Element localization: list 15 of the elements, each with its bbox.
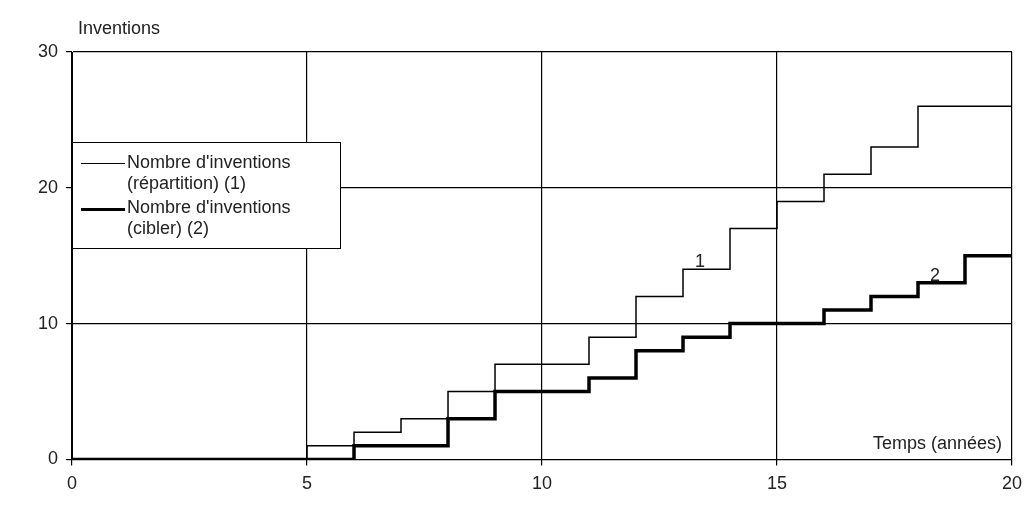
x-axis-title: Temps (années) xyxy=(872,433,1002,454)
annotation: 1 xyxy=(695,251,706,272)
x-tick-label: 0 xyxy=(67,473,78,494)
y-axis-title: Inventions xyxy=(78,18,161,39)
annotation: 2 xyxy=(930,264,941,285)
x-tick-label: 10 xyxy=(532,473,553,494)
x-tick-label: 5 xyxy=(302,473,313,494)
legend-label: Nombre d'inventions (répartition) (1) xyxy=(127,152,292,194)
y-tick-label: 20 xyxy=(37,176,59,197)
legend-label: Nombre d'inventions (cibler) (2) xyxy=(127,197,292,239)
y-tick-label: 10 xyxy=(37,312,59,333)
x-tick-label: 15 xyxy=(766,473,788,494)
y-tick-label: 0 xyxy=(48,448,59,469)
x-tick-label: 20 xyxy=(1001,473,1023,494)
y-tick-label: 30 xyxy=(37,40,59,61)
